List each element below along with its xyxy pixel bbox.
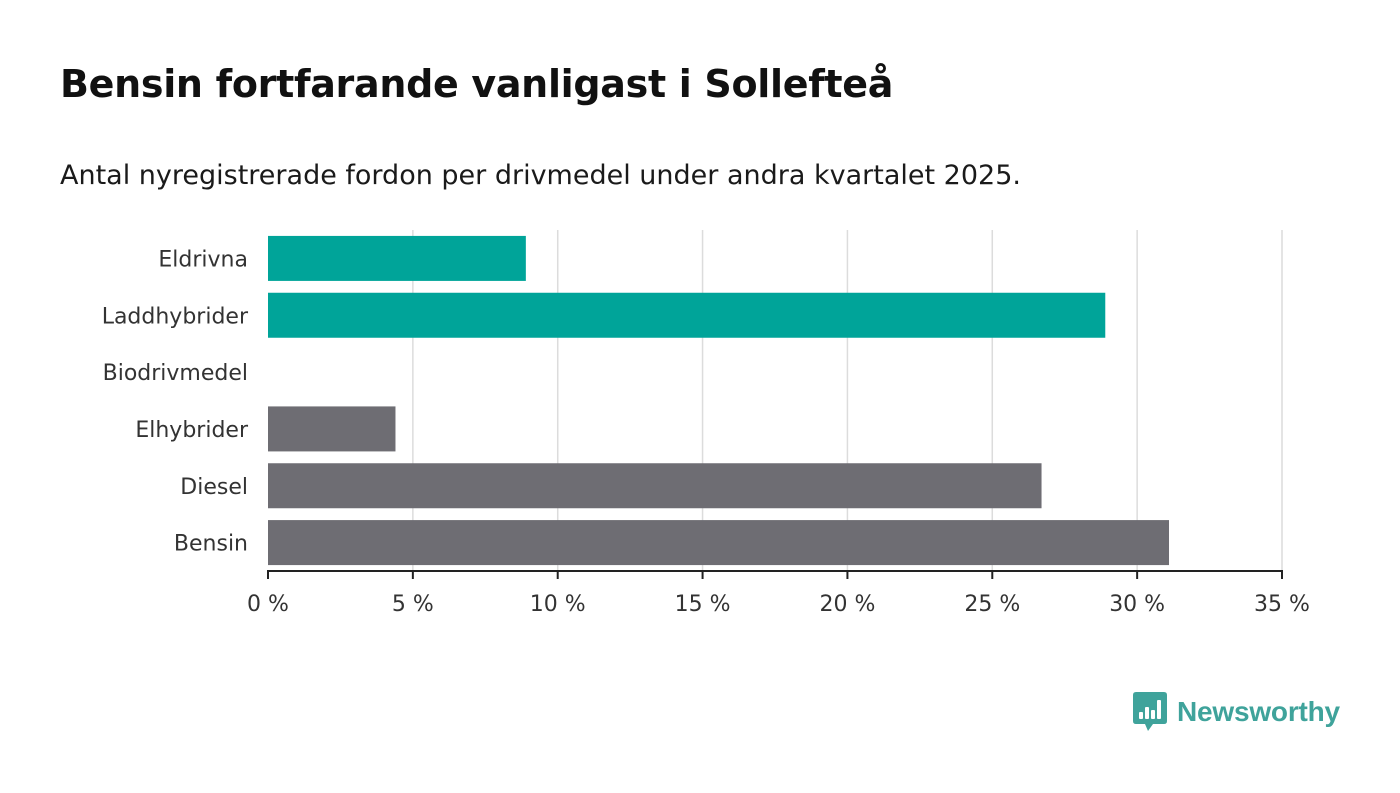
x-tick-label: 0 % <box>247 592 289 617</box>
chart-title: Bensin fortfarande vanligast i Sollefteå <box>60 62 894 106</box>
bar-eldrivna <box>268 235 526 281</box>
category-labels: Eldrivna Laddhybrider Biodrivmedel Elhybrid… <box>102 247 249 556</box>
x-tick-label: 10 % <box>530 592 586 617</box>
x-tick-label: 35 % <box>1254 592 1310 617</box>
category-label: Laddhybrider <box>102 304 249 329</box>
x-tick-label: 30 % <box>1109 592 1165 617</box>
gridlines <box>412 230 1283 571</box>
bar-chart-speech-bubble-icon <box>1133 692 1167 731</box>
bar-bensin <box>268 520 1170 566</box>
category-label: Elhybrider <box>135 418 249 443</box>
category-label: Eldrivna <box>158 247 248 272</box>
x-tick-label: 25 % <box>964 592 1020 617</box>
newsworthy-logo: Newsworthy <box>1133 690 1340 734</box>
x-tick-label: 5 % <box>392 592 434 617</box>
logo-text: Newsworthy <box>1177 696 1340 727</box>
x-axis: 0 % 5 % 10 % 15 % 20 % 25 % 30 % 35 % <box>247 570 1310 617</box>
category-label: Diesel <box>180 475 248 500</box>
chart-subtitle: Antal nyregistrerade fordon per drivmede… <box>60 160 1021 191</box>
bar-laddhybrider <box>268 292 1106 338</box>
x-tick-label: 15 % <box>675 592 731 617</box>
x-tick-label: 20 % <box>819 592 875 617</box>
bar-elhybrider <box>268 406 396 452</box>
category-label: Bensin <box>174 532 248 557</box>
category-label: Biodrivmedel <box>103 361 248 386</box>
bar-diesel <box>268 463 1042 509</box>
bars <box>268 235 1170 566</box>
